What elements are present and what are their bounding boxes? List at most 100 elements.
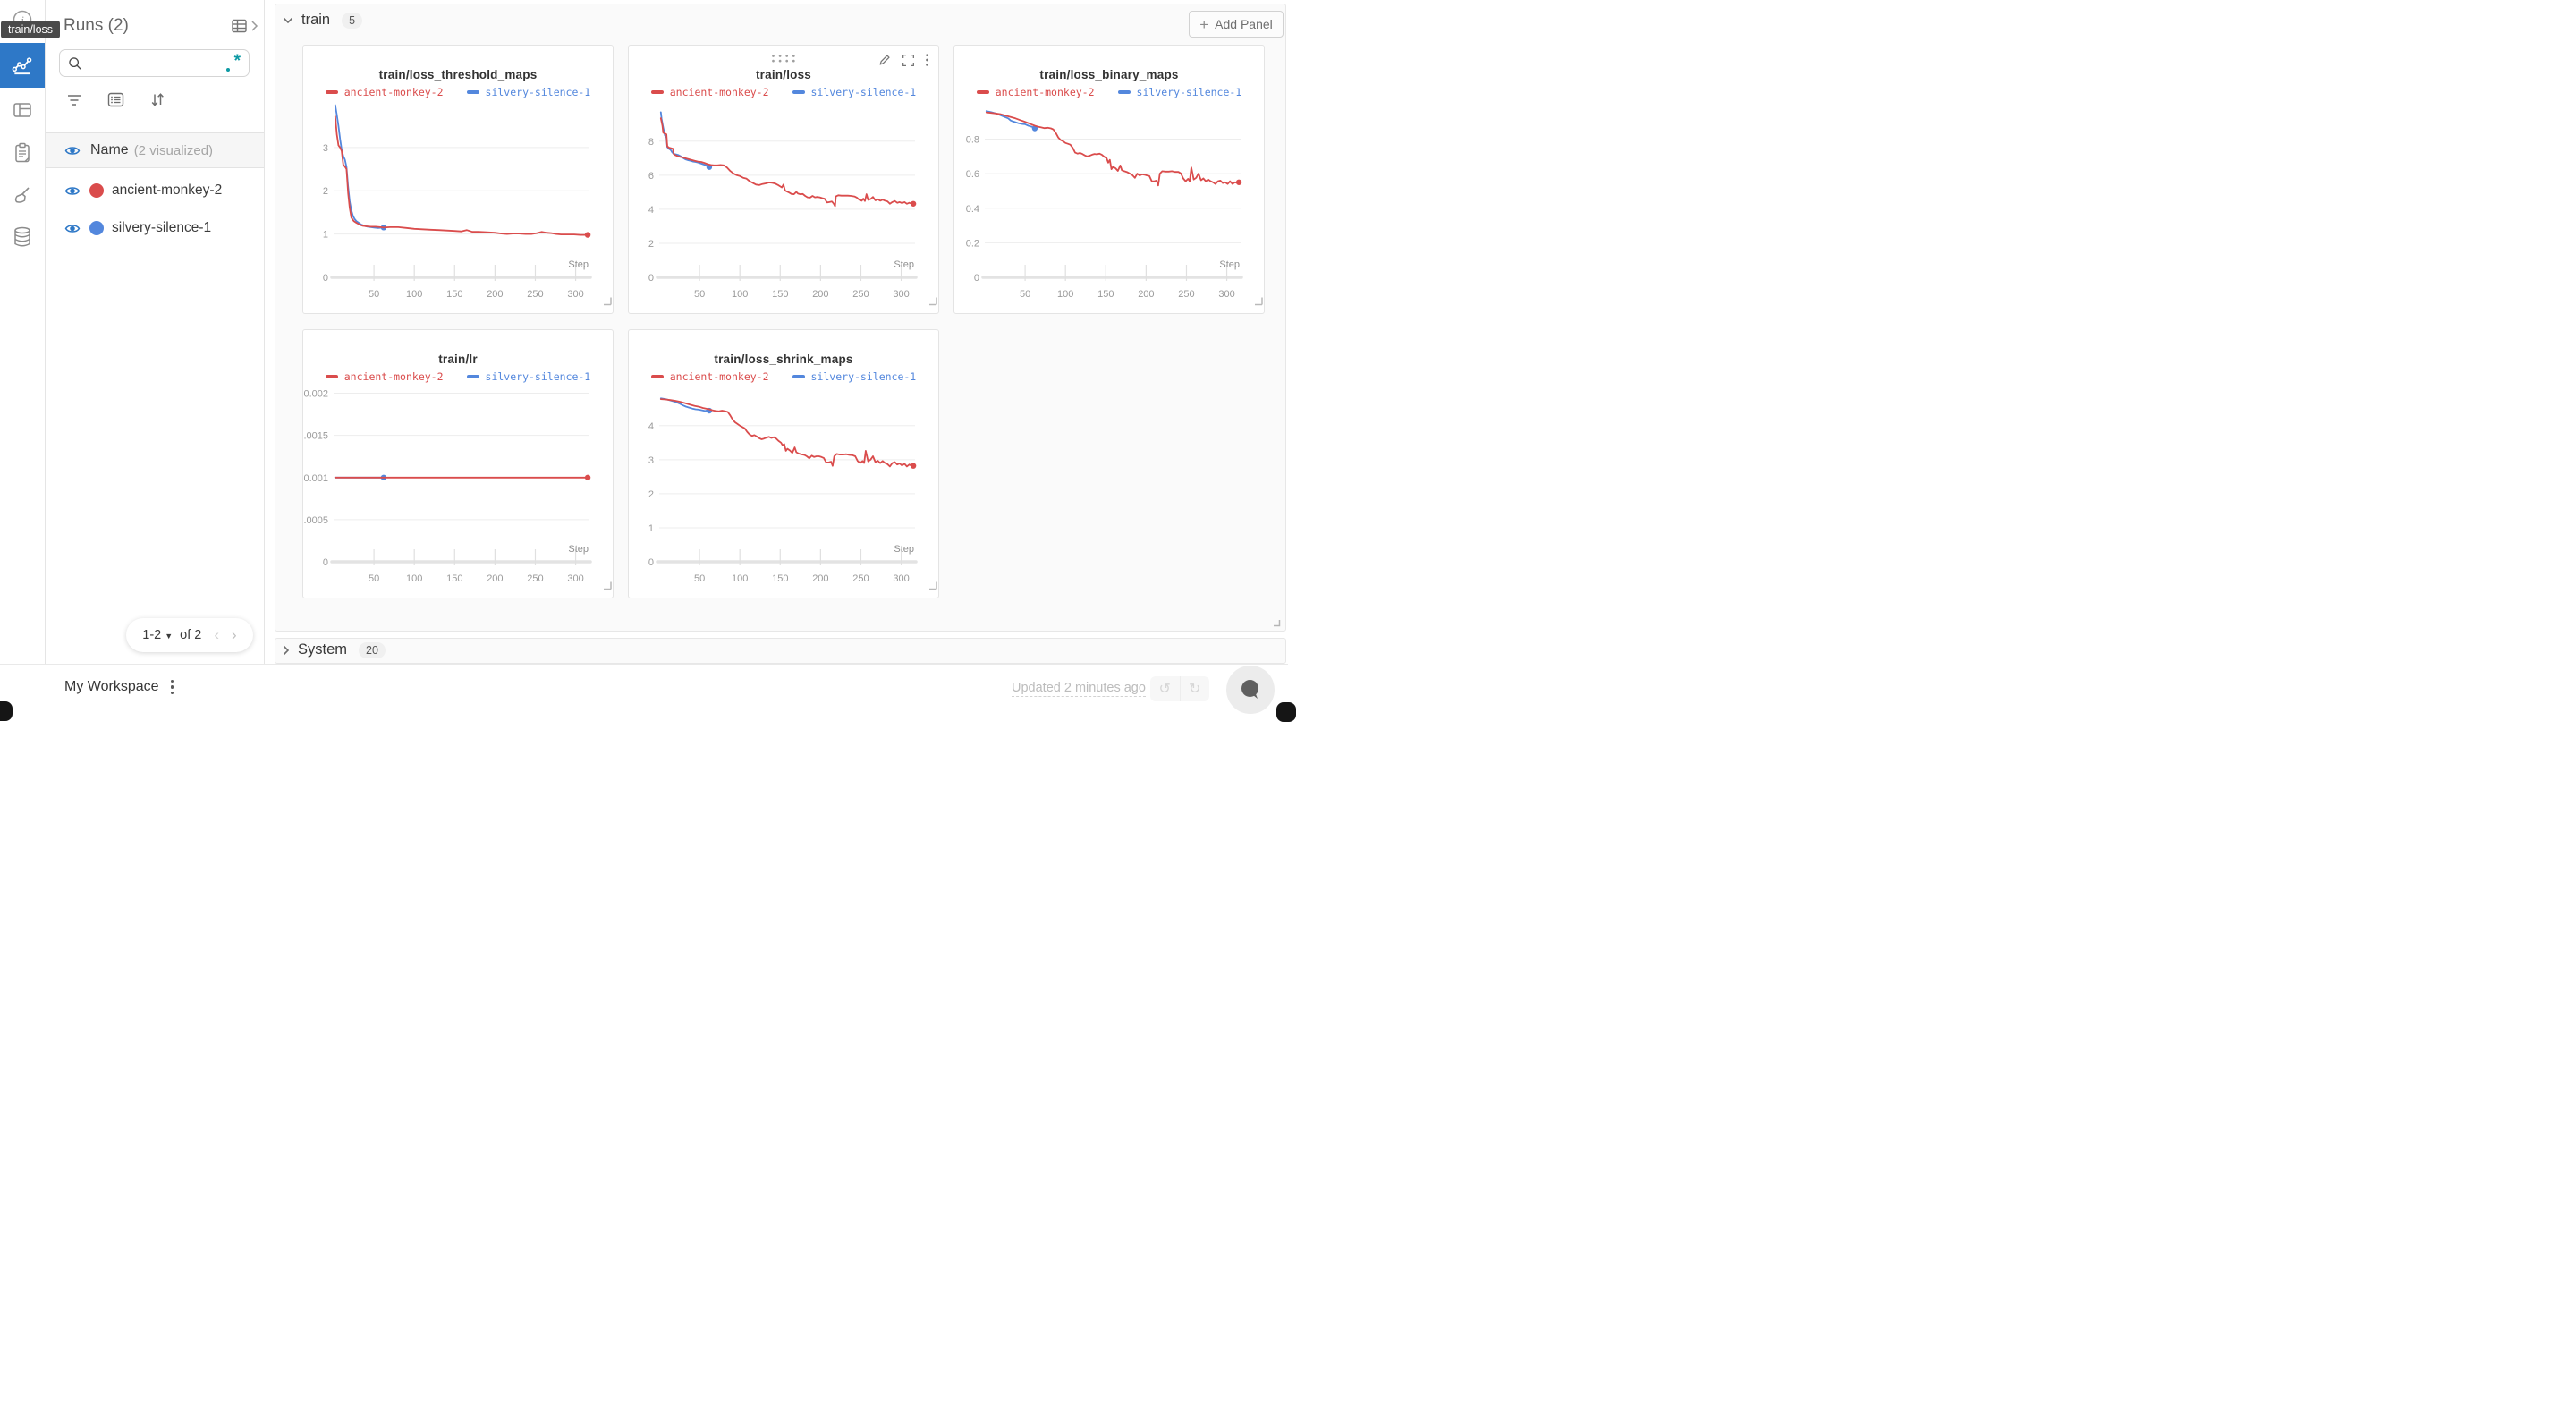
svg-text:300: 300 — [893, 573, 909, 584]
runs-table-expand-button[interactable] — [231, 18, 258, 34]
chart-panel-train-loss-threshold-maps[interactable]: train/loss_threshold_maps ancient-monkey-… — [302, 45, 614, 314]
undo-button[interactable]: ↺ — [1158, 682, 1171, 697]
svg-text:50: 50 — [369, 573, 379, 584]
panel-resize-handle[interactable] — [1255, 297, 1263, 306]
footer-bar: My Workspace Updated 2 minutes ago ↺ ↻ — [0, 664, 1288, 714]
nav-item-artifacts[interactable] — [0, 222, 45, 252]
svg-text:100: 100 — [732, 573, 748, 584]
section-system-label[interactable]: System — [298, 641, 348, 658]
run-row-ancient-monkey-2[interactable]: ancient-monkey-2 — [45, 176, 264, 205]
legend-run-name: silvery-silence-1 — [485, 86, 591, 98]
legend-item[interactable]: ancient-monkey-2 — [976, 86, 1095, 98]
run-search-input[interactable] — [89, 55, 226, 71]
chevron-right-icon[interactable] — [283, 645, 290, 656]
nav-item-notes[interactable] — [0, 138, 45, 168]
svg-text:0.001: 0.001 — [303, 473, 328, 484]
regex-toggle[interactable]: * — [226, 52, 241, 72]
section-train-header[interactable]: train 5 — [283, 12, 363, 29]
redo-button[interactable]: ↻ — [1179, 676, 1210, 701]
chart-panel-train-lr[interactable]: train/lr ancient-monkey-2 silvery-silence-… — [302, 329, 614, 598]
panel-legend: ancient-monkey-2 silvery-silence-1 — [629, 86, 938, 98]
legend-item[interactable]: ancient-monkey-2 — [650, 86, 769, 98]
section-system-header[interactable]: System 20 — [283, 641, 386, 658]
legend-item[interactable]: ancient-monkey-2 — [650, 370, 769, 383]
legend-run-name: silvery-silence-1 — [810, 370, 917, 383]
chart-plot[interactable]: 0 2 4 6 8 50 100 150 200 250 300 Step — [629, 98, 940, 308]
section-resize-handle[interactable] — [1272, 618, 1281, 627]
panel-resize-handle[interactable] — [604, 297, 612, 306]
page-size-caret-icon[interactable]: ▼ — [165, 632, 174, 641]
nav-item-panels[interactable] — [0, 97, 45, 123]
section-train-label[interactable]: train — [301, 12, 331, 28]
next-page-button[interactable]: › — [232, 626, 237, 643]
eye-icon[interactable] — [64, 145, 80, 157]
eye-icon[interactable] — [64, 185, 80, 197]
group-list-icon[interactable] — [107, 92, 124, 107]
updated-timestamp[interactable]: Updated 2 minutes ago — [1012, 681, 1146, 697]
filter-icon[interactable] — [66, 93, 82, 107]
svg-text:0: 0 — [323, 273, 328, 284]
legend-run-name: ancient-monkey-2 — [669, 86, 769, 98]
workspace-switcher[interactable]: My Workspace — [64, 679, 174, 695]
edit-panel-icon[interactable] — [877, 53, 892, 72]
legend-dash-icon — [792, 90, 805, 94]
drag-handle-icon[interactable] — [769, 52, 798, 68]
series-end-dot — [1235, 179, 1242, 185]
panel-resize-handle[interactable] — [604, 581, 612, 590]
run-color-dot[interactable] — [89, 221, 104, 235]
runs-header-row[interactable]: Name (2 visualized) — [45, 132, 264, 168]
svg-text:250: 250 — [527, 573, 543, 584]
legend-item[interactable]: silvery-silence-1 — [466, 370, 590, 383]
chart-panel-train-loss-shrink-maps[interactable]: train/loss_shrink_maps ancient-monkey-2 si… — [628, 329, 939, 598]
svg-text:Step: Step — [568, 259, 589, 270]
panel-resize-handle[interactable] — [929, 581, 937, 590]
chat-fab-button[interactable] — [1226, 666, 1275, 714]
add-panel-button[interactable]: + Add Panel — [1189, 11, 1284, 38]
visualized-count: (2 visualized) — [133, 142, 214, 158]
svg-text:6: 6 — [648, 171, 654, 182]
fullscreen-icon[interactable] — [902, 54, 915, 72]
run-name[interactable]: ancient-monkey-2 — [112, 182, 223, 198]
chart-plot[interactable]: 0 0.2 0.4 0.6 0.8 50 100 150 200 250 300 Step — [954, 98, 1266, 308]
prev-page-button[interactable]: ‹ — [214, 626, 220, 643]
workspace-menu-icon[interactable] — [170, 679, 174, 695]
chart-panel-train-loss-binary-maps[interactable]: train/loss_binary_maps ancient-monkey-2 si… — [953, 45, 1265, 314]
chart-plot[interactable]: 0 0.0005 0.001 0.0015 0.002 50 100 150 200 250 300… — [303, 383, 614, 592]
svg-text:4: 4 — [648, 205, 654, 216]
chart-plot[interactable]: 0 1 2 3 4 50 100 150 200 250 300 Step — [629, 383, 940, 592]
chevron-down-icon[interactable] — [283, 17, 293, 24]
panel-resize-handle[interactable] — [929, 297, 937, 306]
series-end-dot — [584, 474, 591, 480]
legend-item[interactable]: silvery-silence-1 — [792, 86, 916, 98]
legend-item[interactable]: silvery-silence-1 — [1117, 86, 1241, 98]
series-end-dot — [910, 463, 917, 469]
panel-title: train/loss — [755, 68, 812, 81]
run-search-box[interactable]: * — [59, 49, 250, 77]
run-row-silvery-silence-1[interactable]: silvery-silence-1 — [45, 214, 264, 242]
run-toolbar — [66, 92, 165, 107]
page-range[interactable]: 1-2 — [142, 628, 162, 642]
sort-icon[interactable] — [149, 92, 165, 107]
run-color-dot[interactable] — [89, 183, 104, 198]
eye-icon[interactable] — [64, 223, 80, 234]
legend-item[interactable]: silvery-silence-1 — [466, 86, 591, 98]
run-name[interactable]: silvery-silence-1 — [112, 220, 212, 235]
page-total: of 2 — [180, 628, 202, 642]
legend-dash-icon — [650, 375, 664, 378]
legend-item[interactable]: ancient-monkey-2 — [325, 86, 444, 98]
panel-title: train/loss_binary_maps — [1039, 68, 1179, 81]
nav-item-sweeps[interactable] — [0, 181, 45, 211]
svg-text:0.002: 0.002 — [303, 389, 328, 400]
legend-item[interactable]: ancient-monkey-2 — [325, 370, 444, 383]
legend-dash-icon — [325, 90, 338, 94]
svg-text:200: 200 — [487, 289, 503, 300]
kebab-menu-icon[interactable] — [925, 53, 929, 72]
legend-dash-icon — [466, 90, 479, 94]
chart-panel-train-loss[interactable]: train/loss ancient-monkey-2 silvery-silenc… — [628, 45, 939, 314]
legend-item[interactable]: silvery-silence-1 — [792, 370, 917, 383]
nav-item-workspace-charts[interactable] — [0, 43, 45, 88]
svg-text:i: i — [21, 13, 24, 27]
chart-plot[interactable]: 0 1 2 3 50 100 150 200 250 300 Step — [303, 98, 614, 308]
panel-legend: ancient-monkey-2 silvery-silence-1 — [629, 370, 938, 383]
svg-text:3: 3 — [648, 455, 654, 466]
